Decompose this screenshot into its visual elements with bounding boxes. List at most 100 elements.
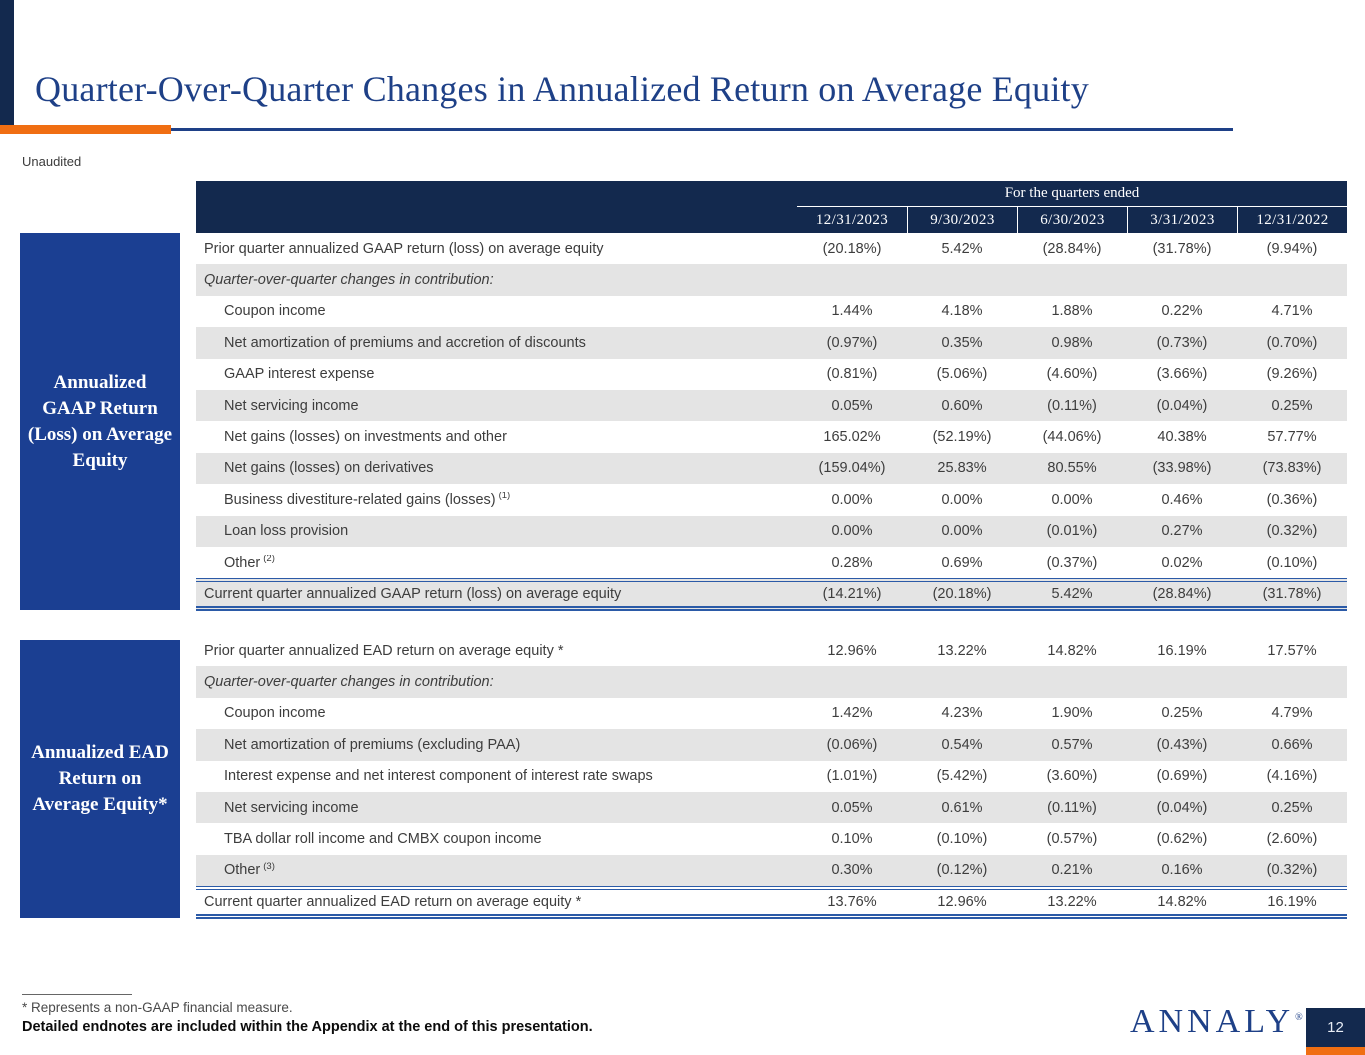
value-cell: 0.05% [831,397,873,414]
table-row: Business divestiture-related gains (loss… [196,484,1347,516]
row-label-text: TBA dollar roll income and CMBX coupon i… [224,831,542,848]
value-cell: (0.62%) [1156,831,1208,848]
table-row: Coupon income 1.42% 4.23% 1.90% 0.25% 4.79% [196,697,1347,730]
value-cell: 165.02% [823,429,881,446]
value-cell: (1.01%) [826,768,878,785]
value-cell: 0.46% [1161,491,1203,508]
row-label: Current quarter annualized EAD return on… [196,894,797,910]
annaly-logo: ANNALY® [1130,1003,1303,1041]
value-cell: 80.55% [1047,460,1097,477]
value-cell: (0.06%) [826,736,878,753]
table-row: Net gains (losses) on investments and ot… [196,421,1347,453]
value-cell: (0.36%) [1266,491,1318,508]
value-cell: (52.19%) [932,429,992,446]
table-row: GAAP interest expense (0.81%) (5.06%) (4.60… [196,358,1347,390]
value-cell: 57.77% [1267,429,1317,446]
value-cell: 5.42% [1051,586,1093,603]
table-row: Current quarter annualized GAAP return (… [196,578,1347,611]
row-label: GAAP interest expense [196,366,797,382]
value-cell: (0.73%) [1156,334,1208,351]
value-cell: (4.60%) [1046,366,1098,383]
row-label-text: Current quarter annualized EAD return on… [204,893,582,910]
value-cell: 13.76% [827,893,877,910]
row-label: Other (3) [196,862,797,878]
gaap-table: Prior quarter annualized GAAP return (lo… [196,233,1347,611]
registered-mark-icon: ® [1295,1011,1303,1023]
row-label: Net amortization of premiums (excluding … [196,737,797,753]
row-label-text: Net amortization of premiums (excluding … [224,736,521,753]
value-cell: 13.22% [937,642,987,659]
orange-accent-bar [0,125,171,134]
row-label-text: Other [224,554,261,571]
value-cell: (20.18%) [932,586,992,603]
quarters-ended-label: For the quarters ended [797,181,1347,207]
value-cell: 0.22% [1161,303,1203,320]
value-cell: (0.10%) [1266,554,1318,571]
value-cell: 0.02% [1161,554,1203,571]
value-cell: (9.94%) [1266,240,1318,257]
value-cell: (0.97%) [826,334,878,351]
value-cell: (0.32%) [1266,523,1318,540]
value-cell: 0.00% [1051,491,1093,508]
value-cell: 0.35% [941,334,983,351]
table-row: Net servicing income 0.05% 0.60% (0.11%) (0.… [196,389,1347,422]
row-label: Net servicing income [196,800,797,816]
row-label: Net amortization of premiums and accreti… [196,335,797,351]
table-row: Prior quarter annualized GAAP return (lo… [196,233,1347,265]
value-cell: 0.27% [1161,523,1203,540]
row-label: Net gains (losses) on investments and ot… [196,429,797,445]
value-cell: (9.26%) [1266,366,1318,383]
value-cell: (33.98%) [1152,460,1212,477]
value-cell: 0.25% [1271,397,1313,414]
value-cell: 0.00% [941,491,983,508]
value-cell: 17.57% [1267,642,1317,659]
value-cell: 0.28% [831,554,873,571]
quarter-date: 9/30/2023 [907,207,1017,233]
row-label: Loan loss provision [196,523,797,539]
value-cell: (0.37%) [1046,554,1098,571]
value-cell: (0.11%) [1047,397,1097,414]
quarter-date: 6/30/2023 [1017,207,1127,233]
value-cell: (3.60%) [1046,768,1098,785]
row-label-text: Net gains (losses) on derivatives [224,460,434,477]
value-cell: 5.42% [941,240,983,257]
row-label-text: Loan loss provision [224,523,349,540]
table-row: Prior quarter annualized EAD return on a… [196,635,1347,667]
sidebar-label-ead: Annualized EAD Return on Average Equity* [20,640,180,918]
row-label: Business divestiture-related gains (loss… [196,492,797,508]
table-row: Other (3) 0.30% (0.12%) 0.21% 0.16% (0.32%) [196,854,1347,887]
value-cell: 0.66% [1271,736,1313,753]
value-cell: 0.61% [941,799,983,816]
value-cell: 0.57% [1051,736,1093,753]
annaly-logo-text: ANNALY [1130,1003,1295,1040]
value-cell: 0.00% [941,523,983,540]
row-label-text: Prior quarter annualized EAD return on a… [204,642,564,659]
value-cell: 14.82% [1157,893,1207,910]
row-label: Prior quarter annualized EAD return on a… [196,643,797,659]
value-cell: (0.01%) [1046,523,1098,540]
row-label-text: Quarter-over-quarter changes in contribu… [204,674,494,691]
value-cell: (0.10%) [936,831,988,848]
value-cell: (4.16%) [1266,768,1318,785]
value-cell: 1.44% [831,303,873,320]
left-accent-bar [0,0,14,125]
value-cell: (14.21%) [822,586,882,603]
value-cell: 0.98% [1051,334,1093,351]
quarter-date: 12/31/2022 [1237,207,1347,233]
value-cell: (28.84%) [1042,240,1102,257]
row-label: Other (2) [196,555,797,571]
row-label-text: Business divestiture-related gains (loss… [224,491,496,508]
value-cell: 0.60% [941,397,983,414]
value-cell: 0.21% [1051,862,1093,879]
value-cell: 1.88% [1051,303,1093,320]
value-cell: 0.25% [1271,799,1313,816]
value-cell: (28.84%) [1152,586,1212,603]
value-cell: 0.16% [1161,862,1203,879]
value-cell: (73.83%) [1262,460,1322,477]
table-row: Net amortization of premiums and accreti… [196,327,1347,359]
value-cell: (0.81%) [826,366,878,383]
value-cell: 0.10% [831,831,873,848]
quarter-dates-row: 12/31/2023 9/30/2023 6/30/2023 3/31/2023 12/… [797,207,1347,233]
quarter-date: 3/31/2023 [1127,207,1237,233]
value-cell: 16.19% [1157,642,1207,659]
